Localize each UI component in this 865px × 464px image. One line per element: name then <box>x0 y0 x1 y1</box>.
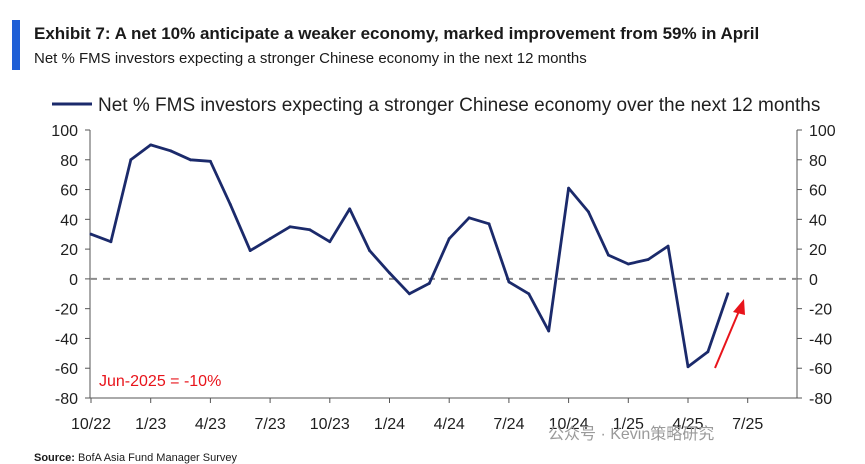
data-point <box>686 365 690 369</box>
data-point <box>408 292 411 296</box>
data-point <box>129 158 133 162</box>
y-tick-label-right: 80 <box>809 153 827 170</box>
y-tick-label-left: -60 <box>55 361 78 378</box>
data-point <box>567 186 570 190</box>
y-tick-label-right: 40 <box>809 212 827 229</box>
x-tick-label: 1/24 <box>374 416 405 433</box>
y-tick-label-left: 100 <box>51 123 78 140</box>
x-tick-label: 10/24 <box>549 416 589 433</box>
data-point <box>89 232 93 236</box>
source-label: Source: <box>34 452 75 464</box>
exhibit-title: Exhibit 7: A net 10% anticipate a weaker… <box>34 24 760 43</box>
data-point <box>726 292 730 296</box>
legend-label: Net % FMS investors expecting a stronger… <box>98 95 820 116</box>
data-point <box>209 159 212 163</box>
y-tick-label-right: -40 <box>809 331 832 348</box>
y-tick-label-right: -60 <box>809 361 832 378</box>
y-tick-label-right: 0 <box>809 272 818 289</box>
data-point <box>189 158 192 162</box>
data-point <box>149 143 153 147</box>
data-point <box>487 222 491 226</box>
data-point <box>288 225 292 229</box>
data-point <box>348 207 352 211</box>
y-tick-label-left: -40 <box>55 331 78 348</box>
x-tick-label: 1/25 <box>613 416 644 433</box>
data-point <box>587 210 590 214</box>
source-note: Source: BofA Asia Fund Manager Survey <box>34 452 237 464</box>
data-point <box>547 329 551 333</box>
data-point <box>328 240 332 244</box>
watermark: 公众号 · Kevin策略研究 <box>548 426 715 443</box>
source-value: BofA Asia Fund Manager Survey <box>78 452 238 464</box>
exhibit-subtitle: Net % FMS investors expecting a stronger… <box>34 50 587 67</box>
y-tick-label-right: -20 <box>809 302 832 319</box>
y-tick-label-left: 20 <box>60 242 78 259</box>
data-point <box>427 282 431 285</box>
data-point <box>109 240 113 244</box>
data-point <box>607 253 610 257</box>
data-point <box>308 228 312 232</box>
x-tick-label: 4/23 <box>195 416 226 433</box>
data-point <box>467 216 471 220</box>
x-tick-label: 1/23 <box>135 416 166 433</box>
x-tick-label: 7/23 <box>255 416 286 433</box>
y-tick-label-right: 60 <box>809 183 827 200</box>
series-line <box>89 143 730 369</box>
data-point <box>706 350 710 354</box>
data-point <box>228 203 232 206</box>
data-point <box>447 237 451 241</box>
y-tick-label-left: 0 <box>69 272 78 289</box>
data-point <box>368 249 371 253</box>
x-tick-label: 10/22 <box>71 416 111 433</box>
data-point <box>507 280 511 284</box>
y-tick-label-right: -80 <box>809 391 832 408</box>
annotation-arrow-head <box>733 299 745 315</box>
data-point <box>248 249 252 253</box>
x-tick-label: 7/25 <box>732 416 763 433</box>
x-tick-label: 4/25 <box>672 416 703 433</box>
y-tick-label-left: 60 <box>60 183 78 200</box>
data-point <box>388 271 391 275</box>
x-tick-label: 4/24 <box>434 416 465 433</box>
annotation-arrow-shaft <box>714 310 740 369</box>
y-tick-label-right: 20 <box>809 242 827 259</box>
data-point <box>268 237 272 241</box>
data-point <box>626 262 630 266</box>
data-point <box>646 258 650 261</box>
y-tick-label-left: -80 <box>55 391 78 408</box>
x-tick-label: 10/23 <box>310 416 350 433</box>
y-tick-label-right: 100 <box>809 123 836 140</box>
title-accent-bar <box>12 20 20 70</box>
annotation-label: Jun-2025 = -10% <box>99 373 221 390</box>
y-tick-label-left: 40 <box>60 212 78 229</box>
data-point <box>169 149 173 153</box>
data-point <box>666 244 670 248</box>
data-point <box>527 292 531 296</box>
x-tick-label: 7/24 <box>493 416 524 433</box>
y-tick-label-left: -20 <box>55 302 78 319</box>
y-tick-label-left: 80 <box>60 153 78 170</box>
